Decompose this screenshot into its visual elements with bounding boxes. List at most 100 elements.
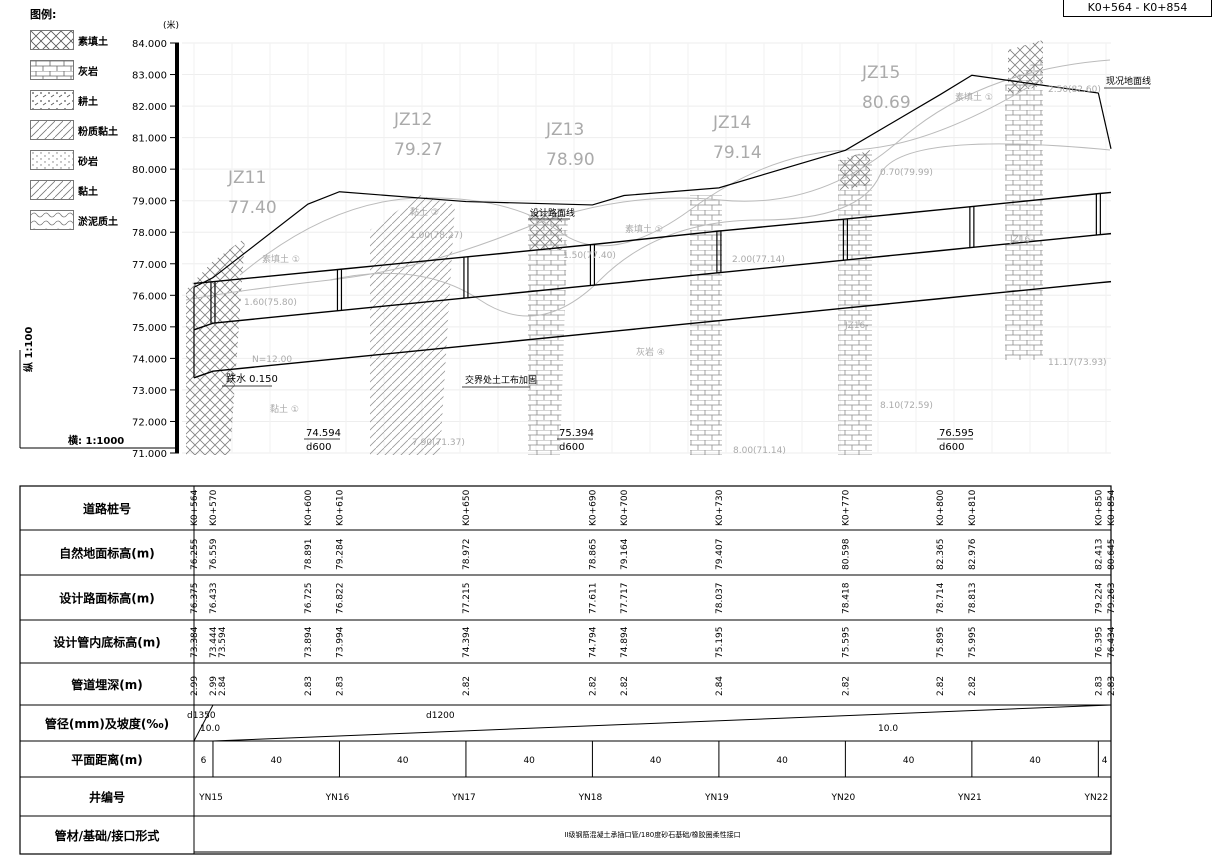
depth-label: 1.50(77.40) xyxy=(563,251,616,261)
burial-depth-value: 2.84 xyxy=(218,676,228,696)
design-elevation-value: 76.725 xyxy=(304,583,314,615)
diagonal-swatch-icon xyxy=(30,180,74,200)
borehole-elevation: 79.27 xyxy=(394,140,443,160)
station-value: K0+570 xyxy=(209,489,219,526)
legend: 图例: 素填土 灰岩 耕土 粉质黏土 砂岩 黏土 淤泥质土 xyxy=(30,6,180,230)
pipe-crown-line xyxy=(193,232,1112,331)
station-value: K0+850 xyxy=(1094,489,1104,526)
drop-label: 跌水 0.150 xyxy=(226,372,278,385)
invert-elevation-value: 73.894 xyxy=(304,626,314,658)
design-elevation-value: 78.714 xyxy=(936,582,946,614)
depth-label: 1.60(75.80) xyxy=(244,298,297,308)
depth-label: 2.50(82.60) xyxy=(1048,85,1101,95)
legend-title: 图例: xyxy=(30,8,57,21)
station-value: K0+600 xyxy=(304,489,314,526)
axis-tick-label: 81.000 xyxy=(132,134,167,145)
station-value: K0+700 xyxy=(620,489,630,526)
soil-label: 灰岩 ④ xyxy=(636,346,665,358)
table-row-label: 设计路面标高(m) xyxy=(59,591,154,606)
invert-elevation-value: 73.384 xyxy=(190,626,200,658)
pipe-slope: 10.0 xyxy=(200,724,220,734)
legend-label: 砂岩 xyxy=(78,157,98,168)
wave-swatch-icon xyxy=(30,210,74,230)
table-row-label: 道路桩号 xyxy=(83,501,131,516)
legend-item: 砂岩 xyxy=(30,150,180,170)
ground-elevation-value: 78.972 xyxy=(462,539,472,571)
strata-labels: 素填土 ① 素填土 ① 素填土 ① 黏土 ① 黏土 ② 灰岩 ④ 1.60(75… xyxy=(244,85,1107,456)
design-elevation-value: 78.037 xyxy=(715,583,725,615)
ground-elevation-value: 80.598 xyxy=(841,538,851,570)
burial-depth-value: 2.82 xyxy=(620,676,630,696)
brick-swatch-icon xyxy=(30,60,74,80)
station-value: K0+854 xyxy=(1107,489,1117,526)
design-elevation-value: 76.433 xyxy=(209,583,219,615)
station-value: K0+810 xyxy=(968,489,978,526)
invert-elevation-value: 75.895 xyxy=(936,627,946,659)
reinforce-label: 交界处土工布加固 xyxy=(465,374,537,386)
well-id: YN18 xyxy=(578,793,603,803)
invert-elevation-value: 74.394 xyxy=(462,626,472,658)
station-value: K0+800 xyxy=(936,489,946,526)
table-row-label: 自然地面标高(m) xyxy=(59,546,154,561)
design-elevation-value: 79.224 xyxy=(1094,582,1104,614)
design-elevation-value: 77.611 xyxy=(588,583,598,615)
axis-tick-label: 72.000 xyxy=(132,417,167,428)
borehole-name: JZ12 xyxy=(393,110,432,130)
limestone-zone xyxy=(1005,55,1043,360)
well-id: YN15 xyxy=(198,793,223,803)
axis-tick-label: 84.000 xyxy=(132,39,167,50)
pipe-diameter: d1350 xyxy=(187,711,216,721)
vertical-scale: 纵 1:100 xyxy=(22,327,35,372)
legend-label: 素填土 xyxy=(78,37,108,48)
invert-elevation-value: 73.994 xyxy=(335,626,345,658)
crosshatch-swatch-icon xyxy=(30,30,74,50)
borehole-ref: JZ16- xyxy=(844,321,869,331)
table-row-label: 设计管内底标高(m) xyxy=(53,635,160,650)
design-elevation-value: 77.215 xyxy=(462,583,472,615)
borehole-elevation: 78.90 xyxy=(546,150,595,170)
borehole-elevation: 77.40 xyxy=(228,198,277,218)
limestone-zone xyxy=(528,215,568,455)
depth-label: 0.70(79.99) xyxy=(880,168,933,178)
distance-value: 40 xyxy=(523,756,535,766)
invert-elevation-value: 74.794 xyxy=(588,626,598,658)
well-id: YN19 xyxy=(704,793,729,803)
design-elevation-value: 76.375 xyxy=(190,583,200,615)
borehole-name: JZ15 xyxy=(861,63,900,83)
diagonal-swatch-icon xyxy=(30,120,74,140)
legend-item: 素填土 xyxy=(30,30,180,50)
limestone-zone xyxy=(838,150,872,455)
depth-label: 2.00(77.14) xyxy=(732,255,785,265)
n-value-label: N=12.00 xyxy=(252,355,292,365)
invert-elevation-value: 76.434 xyxy=(1107,626,1117,658)
burial-depth-value: 2.82 xyxy=(462,676,472,696)
legend-label: 淤泥质土 xyxy=(78,217,118,228)
existing-ground-label: 现况地面线 xyxy=(1106,75,1151,87)
sand-swatch-icon xyxy=(30,150,74,170)
ground-elevation-value: 78.891 xyxy=(304,539,314,571)
burial-depth-value: 2.83 xyxy=(1094,676,1104,696)
distance-value: 40 xyxy=(1029,756,1041,766)
table-row-label: 平面距离(m) xyxy=(71,752,142,767)
design-elevation-value: 78.813 xyxy=(968,583,978,615)
table-row-label: 井编号 xyxy=(89,790,125,805)
pipe-diameter: d600 xyxy=(559,442,584,453)
table-frame xyxy=(19,485,1112,855)
borehole-labels: JZ11 77.40 JZ12 79.27 JZ13 78.90 JZ14 79… xyxy=(227,63,911,218)
depth-label: 11.17(73.93) xyxy=(1048,358,1107,368)
table-row-label: 管径(mm)及坡度(‰) xyxy=(45,716,169,731)
pipe-elevation: 75.394 xyxy=(559,428,594,439)
well-id: YN17 xyxy=(451,793,476,803)
borehole-elevation: 79.14 xyxy=(713,143,762,163)
borehole-name: JZ13 xyxy=(545,120,584,140)
well-id: YN20 xyxy=(831,793,856,803)
burial-depth-value: 2.99 xyxy=(209,676,219,696)
distance-value: 40 xyxy=(650,756,662,766)
burial-depth-value: 2.82 xyxy=(936,676,946,696)
soil-label: 素填土 ① xyxy=(262,253,300,265)
ground-elevation-value: 79.164 xyxy=(620,538,630,570)
pipe-diameter: d600 xyxy=(306,442,331,453)
depth-label: 8.00(71.14) xyxy=(733,446,786,456)
